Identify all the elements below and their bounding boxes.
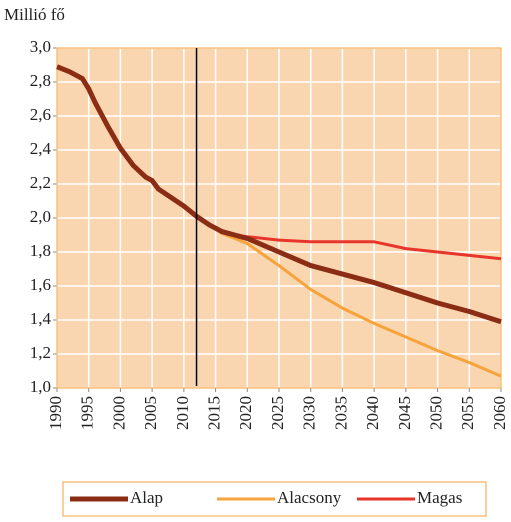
x-tick-label: 2040 [363, 396, 382, 430]
y-tick-label: 2,4 [30, 139, 52, 158]
plot-border [56, 47, 502, 389]
series-line [56, 64, 502, 325]
y-tick-label: 2,6 [30, 105, 51, 124]
legend-label: Alap [130, 488, 163, 507]
x-tick-label: 2055 [458, 396, 477, 430]
y-tick-label: 1,6 [30, 275, 51, 294]
x-tick-label: 2020 [236, 396, 255, 430]
x-tick-label: 2025 [268, 396, 287, 430]
y-tick-label: 1,0 [30, 377, 51, 396]
x-tick-label: 2045 [395, 396, 414, 430]
x-tick-label: 1990 [46, 396, 65, 430]
y-tick-label: 2,0 [30, 207, 51, 226]
x-tick-label: 2050 [426, 396, 445, 430]
x-tick-label: 1995 [78, 396, 97, 430]
x-tick-label: 2005 [141, 396, 160, 430]
x-tick-label: 2015 [204, 396, 223, 430]
y-tick-label: 1,2 [30, 343, 51, 362]
y-tick-label: 1,8 [30, 241, 51, 260]
x-tick-label: 2035 [331, 396, 350, 430]
y-tick-label: 1,4 [30, 309, 52, 328]
y-tick-label: 2,8 [30, 71, 51, 90]
legend-label: Magas [417, 488, 462, 507]
y-tick-label: 2,2 [30, 173, 51, 192]
x-tick-label: 2030 [300, 396, 319, 430]
y-tick-label: 3,0 [30, 37, 51, 56]
x-tick-label: 2010 [173, 396, 192, 430]
legend-label: Alacsony [277, 488, 342, 507]
x-tick-label: 2060 [490, 396, 509, 430]
y-axis-label: Millió fő [4, 5, 65, 24]
x-tick-label: 2000 [109, 396, 128, 430]
